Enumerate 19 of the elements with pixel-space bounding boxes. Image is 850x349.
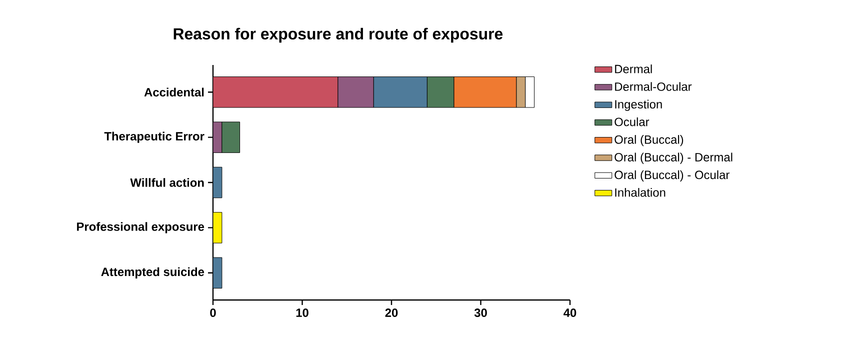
legend-label: Dermal-Ocular [615,82,692,91]
chart-title: Reason for exposure and route of exposure [174,28,503,43]
legend-label: Oral (Buccal) [614,135,684,146]
y-tick-label: Professional exposure [77,222,204,234]
legend-label: Ingestion [615,100,662,111]
legend-label: Oral (Buccal) - Dermal [614,152,732,164]
legend-label: Dermal [615,64,652,74]
x-tick-label: 40 [564,308,576,317]
y-tick-label: Willful action [130,178,204,187]
y-tick-label: Attempted suicide [101,267,204,278]
y-tick-label: Accidental [144,88,204,96]
x-tick-label: 10 [296,308,308,317]
legend-label: Ocular [614,117,650,126]
legend-label: Oral (Buccal) - Ocular [614,170,730,182]
x-tick-label: 0 [210,308,216,317]
x-tick-label: 20 [385,308,398,317]
legend-label: Inhalation [615,188,666,197]
x-tick-label: 30 [474,308,487,318]
y-tick-label: Therapeutic Error [104,132,204,143]
